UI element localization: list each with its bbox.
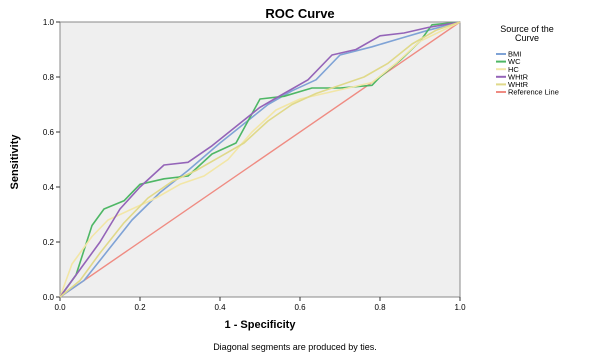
series-line-reference-line-5 <box>59 21 461 298</box>
series-line-bmi-0 <box>59 21 461 298</box>
x-tick-label: 0.0 <box>54 303 66 312</box>
x-tick-label: 0.6 <box>294 303 306 312</box>
y-tick-label: 0.2 <box>43 238 55 247</box>
x-tick-label: 1.0 <box>454 303 466 312</box>
legend-entry-label: BMI <box>508 50 521 59</box>
series-layer <box>59 21 461 298</box>
legend-entry-label: WHtR <box>508 72 529 81</box>
footnote: Diagonal segments are produced by ties. <box>213 342 377 352</box>
series-line-whtr-3 <box>59 21 461 298</box>
y-tick-label: 1.0 <box>43 18 55 27</box>
legend-entry-label: WHtR <box>508 80 529 89</box>
x-tick-label: 0.8 <box>374 303 386 312</box>
legend-entry-label: WC <box>508 57 521 66</box>
x-tick-label: 0.4 <box>214 303 226 312</box>
y-axis-label: Sensitivity <box>9 134 21 190</box>
x-axis-label: 1 - Specificity <box>225 319 297 331</box>
series-line-whtr-4 <box>59 21 461 298</box>
chart-title: ROC Curve <box>265 6 334 21</box>
legend: Source of the Curve BMIWCHCWHtRWHtRRefere… <box>496 24 559 97</box>
legend-entry-label: HC <box>508 65 519 74</box>
y-tick-label: 0.4 <box>43 183 55 192</box>
y-tick-label: 0.8 <box>43 73 55 82</box>
x-axis: 0.0 0.2 0.4 0.6 0.8 1.0 <box>54 297 466 312</box>
x-tick-label: 0.2 <box>134 303 146 312</box>
y-tick-label: 0.0 <box>43 293 55 302</box>
legend-title: Source of the Curve <box>500 24 554 43</box>
y-axis: 0.0 0.2 0.4 0.6 0.8 1.0 <box>43 18 60 302</box>
y-tick-label: 0.6 <box>43 128 55 137</box>
legend-entry-label: Reference Line <box>508 88 559 97</box>
